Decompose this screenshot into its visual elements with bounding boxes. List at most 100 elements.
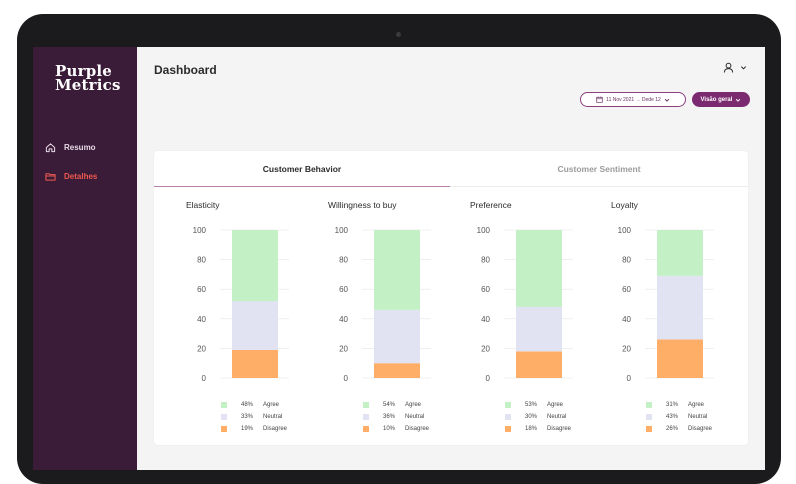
legend-swatch bbox=[221, 426, 227, 432]
y-tick-label: 100 bbox=[477, 226, 491, 235]
chevron-down-icon bbox=[740, 66, 747, 70]
y-tick-label: 40 bbox=[481, 315, 490, 324]
charts-card: Customer Behavior Customer Sentiment Ela… bbox=[154, 151, 748, 445]
legend-item: 26% Disagree bbox=[646, 423, 712, 435]
legend-percent: 36% bbox=[383, 414, 396, 420]
y-tick-label: 40 bbox=[197, 315, 206, 324]
y-tick-label: 40 bbox=[622, 315, 631, 324]
legend-label: Agree bbox=[688, 402, 705, 408]
bar-segment-agree[interactable] bbox=[374, 230, 420, 310]
calendar-icon bbox=[596, 96, 603, 103]
legend-swatch bbox=[505, 402, 511, 408]
user-icon bbox=[723, 62, 734, 73]
view-select-label: Visão geral bbox=[700, 96, 733, 103]
bar-segment-neutral[interactable] bbox=[374, 309, 420, 364]
app-screen: Purple Metrics Resumo Detalhes Dashboard… bbox=[33, 47, 765, 470]
y-tick-label: 0 bbox=[486, 374, 491, 383]
legend-swatch bbox=[646, 402, 652, 408]
y-tick-label: 80 bbox=[339, 256, 348, 265]
legend-item: 43% Neutral bbox=[646, 411, 712, 423]
sidebar-item-resumo[interactable]: Resumo bbox=[45, 142, 96, 153]
date-range-picker[interactable]: 11 Nov 2021 → Dede 12 bbox=[580, 92, 686, 107]
legend-label: Neutral bbox=[405, 414, 425, 420]
chart-plot: 100 80 60 40 20 0 bbox=[477, 226, 573, 383]
legend-percent: 33% bbox=[241, 414, 254, 420]
camera-dot bbox=[396, 32, 401, 37]
date-range-text: 11 Nov 2021 → Dede 12 bbox=[606, 96, 661, 103]
legend-percent: 43% bbox=[666, 414, 679, 420]
legend-swatch bbox=[363, 402, 369, 408]
legend-swatch bbox=[505, 426, 511, 432]
chart-title: Loyalty bbox=[611, 200, 638, 210]
tab-customer-behavior[interactable]: Customer Behavior bbox=[154, 151, 450, 187]
y-tick-label: 0 bbox=[344, 374, 349, 383]
logo-line-2: Metrics bbox=[55, 76, 121, 94]
legend-swatch bbox=[363, 414, 369, 420]
legend-swatch bbox=[363, 426, 369, 432]
legend-percent: 31% bbox=[666, 402, 679, 408]
y-tick-label: 80 bbox=[481, 256, 490, 265]
sidebar-item-detalhes[interactable]: Detalhes bbox=[45, 171, 97, 182]
sidebar-item-label: Detalhes bbox=[64, 172, 98, 181]
legend-item: 31% Agree bbox=[646, 399, 712, 411]
bar-segment-disagree[interactable] bbox=[374, 363, 420, 378]
legend-item: 54% Agree bbox=[363, 399, 429, 411]
y-tick-label: 100 bbox=[193, 226, 207, 235]
y-tick-label: 0 bbox=[627, 374, 632, 383]
y-tick-label: 20 bbox=[481, 344, 490, 353]
logo-line-1: Purple bbox=[55, 62, 113, 80]
chart-title: Willingness to buy bbox=[328, 200, 397, 210]
bar-segment-disagree[interactable] bbox=[232, 349, 278, 378]
y-tick-label: 0 bbox=[202, 374, 207, 383]
legend-label: Disagree bbox=[547, 426, 572, 432]
app-logo[interactable]: Purple Metrics bbox=[55, 62, 121, 94]
legend-percent: 54% bbox=[383, 402, 396, 408]
y-tick-label: 20 bbox=[622, 344, 631, 353]
bar-segment-agree[interactable] bbox=[232, 230, 278, 302]
y-tick-label: 20 bbox=[339, 344, 348, 353]
legend-swatch bbox=[646, 426, 652, 432]
tab-customer-sentiment[interactable]: Customer Sentiment bbox=[450, 151, 748, 187]
legend-swatch bbox=[221, 414, 227, 420]
bar-segment-disagree[interactable] bbox=[657, 339, 703, 378]
legend-label: Agree bbox=[263, 402, 280, 408]
y-tick-label: 80 bbox=[197, 256, 206, 265]
chart-legend: 53% Agree 30% Neutral 18% Disagree bbox=[505, 399, 571, 435]
bar-segment-agree[interactable] bbox=[657, 230, 703, 276]
view-select-button[interactable]: Visão geral bbox=[692, 92, 750, 107]
chevron-down-icon bbox=[664, 98, 670, 102]
legend-percent: 10% bbox=[383, 426, 396, 432]
chart-plot: 100 80 60 40 20 0 bbox=[335, 226, 431, 383]
legend-item: 19% Disagree bbox=[221, 423, 287, 435]
folder-icon bbox=[45, 173, 56, 181]
bar-segment-neutral[interactable] bbox=[232, 301, 278, 350]
legend-item: 33% Neutral bbox=[221, 411, 287, 423]
chart-1: Willingness to buy 100 80 60 40 20 0 54% Agree 36… bbox=[328, 186, 469, 445]
legend-label: Disagree bbox=[688, 426, 713, 432]
user-menu[interactable] bbox=[723, 62, 747, 73]
chart-0: Elasticity 100 80 60 40 20 0 48% Agree 33% Neutral… bbox=[186, 186, 327, 445]
chart-plot: 100 80 60 40 20 0 bbox=[618, 226, 714, 383]
page-title: Dashboard bbox=[154, 63, 217, 77]
chart-legend: 48% Agree 33% Neutral 19% Disagree bbox=[221, 399, 287, 435]
bar-segment-disagree[interactable] bbox=[516, 351, 562, 378]
y-tick-label: 60 bbox=[339, 285, 348, 294]
chevron-down-icon bbox=[736, 98, 741, 102]
legend-percent: 48% bbox=[241, 402, 254, 408]
legend-item: 36% Neutral bbox=[363, 411, 429, 423]
chart-legend: 31% Agree 43% Neutral 26% Disagree bbox=[646, 399, 712, 435]
chart-3: Loyalty 100 80 60 40 20 0 31% Agree 43% Neutral 26%… bbox=[611, 186, 752, 445]
chart-title: Preference bbox=[470, 200, 512, 210]
bar-segment-neutral[interactable] bbox=[657, 275, 703, 340]
home-icon bbox=[45, 143, 56, 153]
chart-legend: 54% Agree 36% Neutral 10% Disagree bbox=[363, 399, 429, 435]
bar-segment-neutral[interactable] bbox=[516, 306, 562, 352]
bar-segment-agree[interactable] bbox=[516, 230, 562, 307]
sidebar-item-label: Resumo bbox=[64, 143, 96, 152]
legend-item: 30% Neutral bbox=[505, 411, 571, 423]
legend-label: Neutral bbox=[547, 414, 567, 420]
legend-item: 48% Agree bbox=[221, 399, 287, 411]
chart-plot: 100 80 60 40 20 0 bbox=[193, 226, 289, 383]
chart-title: Elasticity bbox=[186, 200, 220, 210]
legend-label: Neutral bbox=[688, 414, 708, 420]
